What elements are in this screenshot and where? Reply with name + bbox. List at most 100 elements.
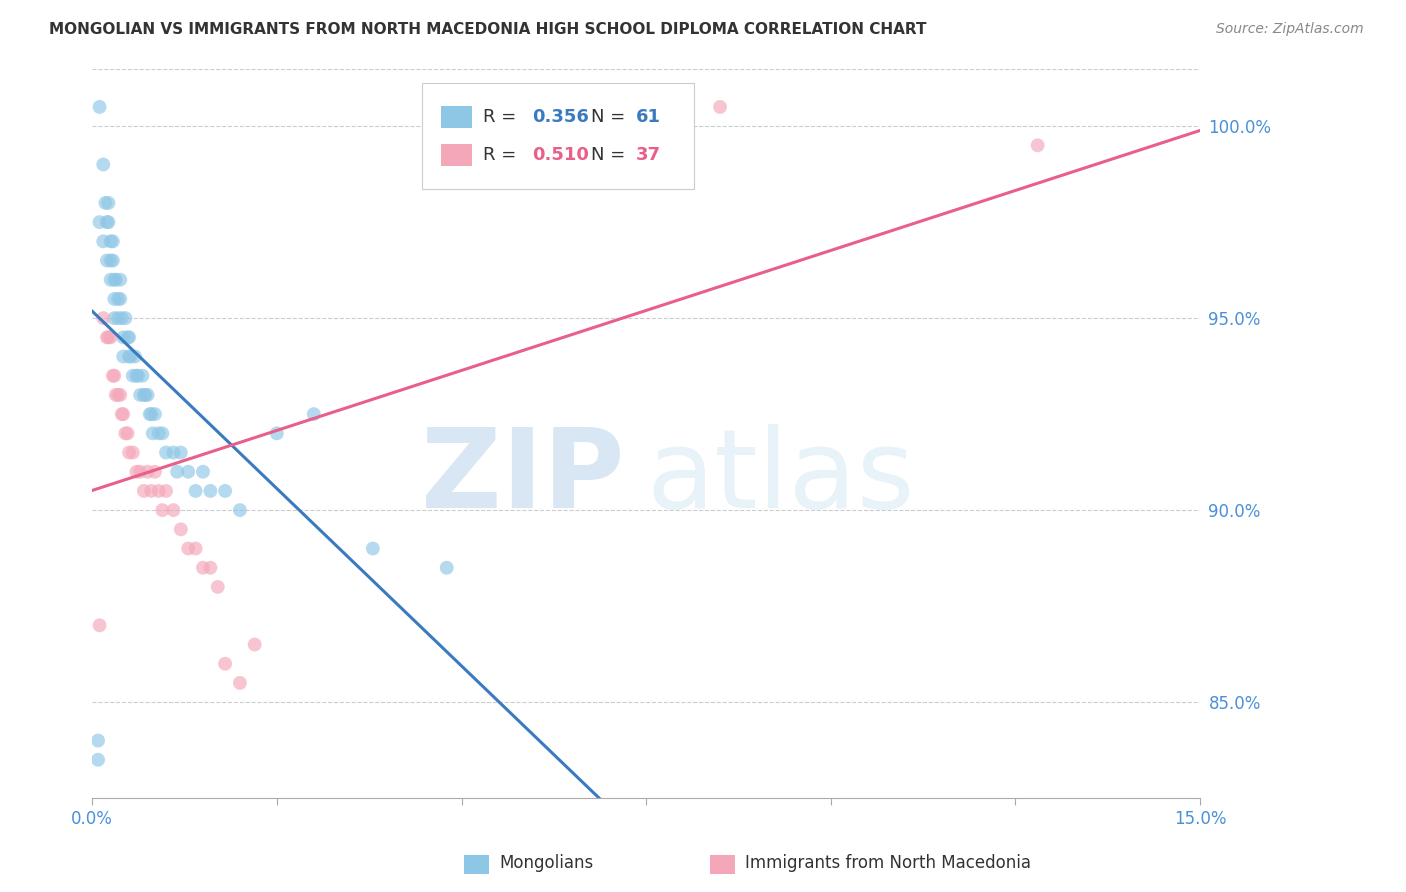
Text: MONGOLIAN VS IMMIGRANTS FROM NORTH MACEDONIA HIGH SCHOOL DIPLOMA CORRELATION CHA: MONGOLIAN VS IMMIGRANTS FROM NORTH MACED… xyxy=(49,22,927,37)
Point xyxy=(111,407,134,421)
Point xyxy=(709,100,731,114)
Text: 61: 61 xyxy=(636,108,661,126)
Point xyxy=(162,503,184,517)
Point xyxy=(148,426,170,441)
Point xyxy=(302,407,325,421)
Point xyxy=(162,445,184,459)
Point xyxy=(118,445,141,459)
Point xyxy=(94,195,117,210)
Text: R =: R = xyxy=(484,145,522,163)
Point xyxy=(110,273,132,287)
Text: N =: N = xyxy=(591,145,631,163)
Point xyxy=(107,388,129,402)
Point xyxy=(184,483,207,498)
FancyBboxPatch shape xyxy=(422,83,693,189)
Point xyxy=(200,560,222,574)
Point xyxy=(129,388,152,402)
Point xyxy=(111,311,134,326)
Point xyxy=(155,445,177,459)
Point xyxy=(191,560,214,574)
Point xyxy=(91,157,114,171)
Text: Mongolians: Mongolians xyxy=(499,855,593,872)
Point xyxy=(110,388,132,402)
Point xyxy=(89,215,111,229)
Point xyxy=(87,753,110,767)
Point xyxy=(155,483,177,498)
FancyBboxPatch shape xyxy=(441,144,472,166)
Point xyxy=(131,368,153,383)
Point xyxy=(125,465,148,479)
Point xyxy=(136,465,159,479)
Point xyxy=(141,407,163,421)
Point xyxy=(229,503,252,517)
Point xyxy=(96,330,118,344)
Point xyxy=(136,388,159,402)
Point xyxy=(117,330,139,344)
Point xyxy=(104,388,127,402)
Point xyxy=(100,330,122,344)
Point xyxy=(361,541,384,556)
Point xyxy=(142,426,165,441)
Point xyxy=(177,465,200,479)
Point xyxy=(184,541,207,556)
Point xyxy=(214,483,236,498)
Point xyxy=(121,445,143,459)
Point xyxy=(110,292,132,306)
Point xyxy=(191,465,214,479)
Point xyxy=(124,350,146,364)
Point xyxy=(132,388,155,402)
Point xyxy=(107,292,129,306)
Point xyxy=(207,580,229,594)
Point xyxy=(101,235,124,249)
FancyBboxPatch shape xyxy=(441,106,472,128)
Text: 37: 37 xyxy=(636,145,661,163)
Point xyxy=(229,676,252,690)
Point xyxy=(114,426,136,441)
Point xyxy=(125,368,148,383)
Point xyxy=(143,465,166,479)
Point xyxy=(127,368,149,383)
Point xyxy=(107,311,129,326)
Point xyxy=(96,215,118,229)
Point xyxy=(129,465,152,479)
Point xyxy=(97,215,120,229)
Point xyxy=(87,733,110,747)
Point xyxy=(118,350,141,364)
Point xyxy=(112,407,135,421)
Point xyxy=(1026,138,1049,153)
Point xyxy=(134,388,156,402)
Text: N =: N = xyxy=(591,108,631,126)
Point xyxy=(114,311,136,326)
Point xyxy=(118,330,141,344)
Point xyxy=(143,407,166,421)
Point xyxy=(112,350,135,364)
Point xyxy=(97,330,120,344)
Text: ZIP: ZIP xyxy=(420,424,624,531)
Text: Source: ZipAtlas.com: Source: ZipAtlas.com xyxy=(1216,22,1364,37)
Point xyxy=(177,541,200,556)
Point xyxy=(150,503,173,517)
Text: Immigrants from North Macedonia: Immigrants from North Macedonia xyxy=(745,855,1031,872)
Point xyxy=(100,235,122,249)
Point xyxy=(104,273,127,287)
Point xyxy=(96,253,118,268)
Point xyxy=(100,273,122,287)
Point xyxy=(141,483,163,498)
Point xyxy=(97,195,120,210)
Point xyxy=(243,638,266,652)
Point xyxy=(112,330,135,344)
Point xyxy=(266,426,288,441)
Point xyxy=(117,426,139,441)
Point xyxy=(121,368,143,383)
Text: R =: R = xyxy=(484,108,522,126)
Point xyxy=(120,350,142,364)
Point xyxy=(103,273,125,287)
Point xyxy=(101,253,124,268)
Point xyxy=(436,560,458,574)
Point xyxy=(89,618,111,632)
Point xyxy=(132,483,155,498)
Point xyxy=(89,100,111,114)
Point xyxy=(214,657,236,671)
Text: 0.356: 0.356 xyxy=(531,108,589,126)
Point xyxy=(101,368,124,383)
